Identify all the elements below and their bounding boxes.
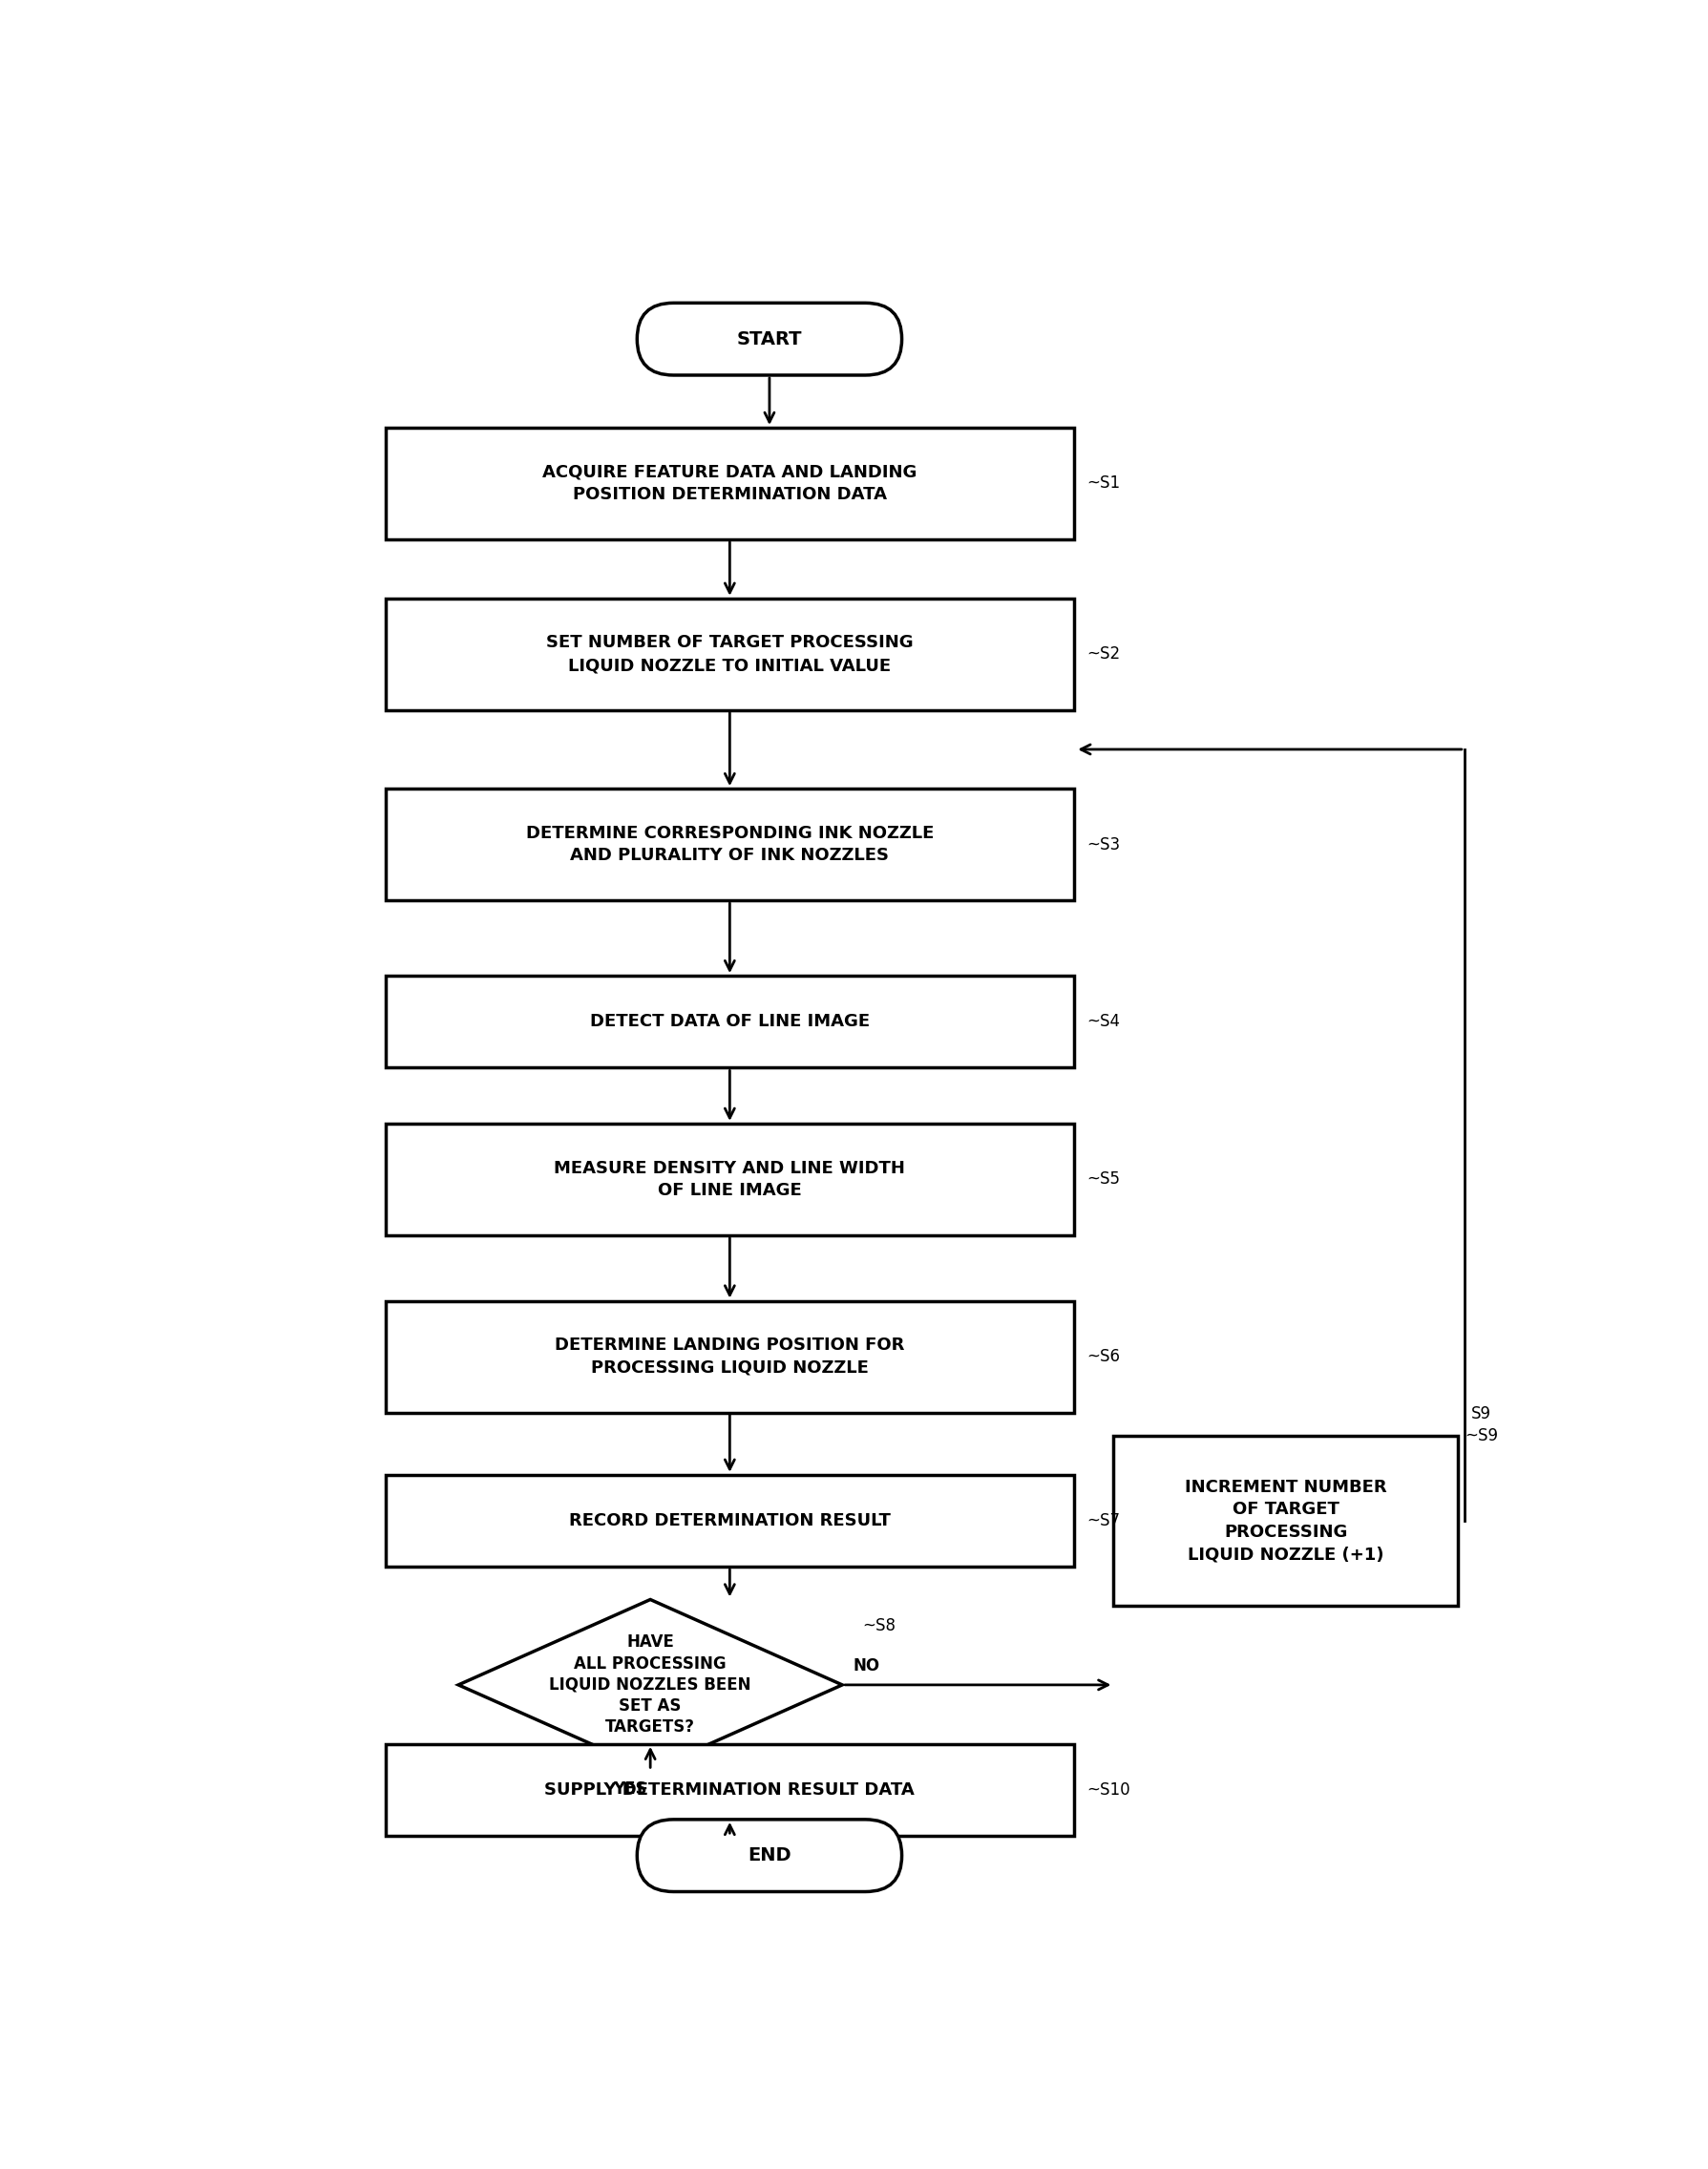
FancyBboxPatch shape: [637, 1820, 902, 1891]
Bar: [386, 1744, 1074, 1835]
Polygon shape: [458, 1599, 842, 1770]
Bar: [386, 599, 1074, 709]
Text: MEASURE DENSITY AND LINE WIDTH
OF LINE IMAGE: MEASURE DENSITY AND LINE WIDTH OF LINE I…: [553, 1160, 905, 1199]
Bar: [386, 976, 1074, 1067]
Text: YES: YES: [613, 1781, 647, 1798]
Text: ~S9: ~S9: [1464, 1427, 1498, 1445]
Text: ~S8: ~S8: [863, 1618, 895, 1635]
Text: START: START: [736, 330, 803, 349]
Text: DETECT DATA OF LINE IMAGE: DETECT DATA OF LINE IMAGE: [589, 1013, 869, 1030]
Text: ~S5: ~S5: [1086, 1171, 1120, 1189]
Text: END: END: [748, 1846, 791, 1865]
Text: DETERMINE LANDING POSITION FOR
PROCESSING LIQUID NOZZLE: DETERMINE LANDING POSITION FOR PROCESSIN…: [555, 1336, 905, 1377]
Text: DETERMINE CORRESPONDING INK NOZZLE
AND PLURALITY OF INK NOZZLES: DETERMINE CORRESPONDING INK NOZZLE AND P…: [526, 824, 934, 865]
Text: SET NUMBER OF TARGET PROCESSING
LIQUID NOZZLE TO INITIAL VALUE: SET NUMBER OF TARGET PROCESSING LIQUID N…: [547, 633, 914, 675]
Text: ACQUIRE FEATURE DATA AND LANDING
POSITION DETERMINATION DATA: ACQUIRE FEATURE DATA AND LANDING POSITIO…: [543, 464, 917, 503]
Bar: [386, 1124, 1074, 1234]
Text: HAVE
ALL PROCESSING
LIQUID NOZZLES BEEN
SET AS
TARGETS?: HAVE ALL PROCESSING LIQUID NOZZLES BEEN …: [550, 1633, 752, 1735]
Text: ~S4: ~S4: [1086, 1013, 1120, 1030]
Text: NO: NO: [852, 1657, 880, 1674]
Text: S9: S9: [1471, 1406, 1491, 1423]
Text: RECORD DETERMINATION RESULT: RECORD DETERMINATION RESULT: [569, 1512, 890, 1529]
Text: ~S3: ~S3: [1086, 835, 1120, 852]
FancyBboxPatch shape: [637, 304, 902, 375]
Bar: [386, 1475, 1074, 1566]
Bar: [386, 790, 1074, 900]
Text: ~S7: ~S7: [1086, 1512, 1120, 1529]
Text: ~S10: ~S10: [1086, 1781, 1131, 1798]
Text: ~S2: ~S2: [1086, 646, 1120, 664]
Bar: [386, 427, 1074, 540]
Text: INCREMENT NUMBER
OF TARGET
PROCESSING
LIQUID NOZZLE (+1): INCREMENT NUMBER OF TARGET PROCESSING LI…: [1185, 1479, 1387, 1564]
Text: SUPPLY DETERMINATION RESULT DATA: SUPPLY DETERMINATION RESULT DATA: [545, 1781, 915, 1798]
Bar: [1114, 1436, 1459, 1605]
Text: ~S1: ~S1: [1086, 475, 1120, 492]
Bar: [386, 1301, 1074, 1412]
Text: ~S6: ~S6: [1086, 1349, 1120, 1364]
